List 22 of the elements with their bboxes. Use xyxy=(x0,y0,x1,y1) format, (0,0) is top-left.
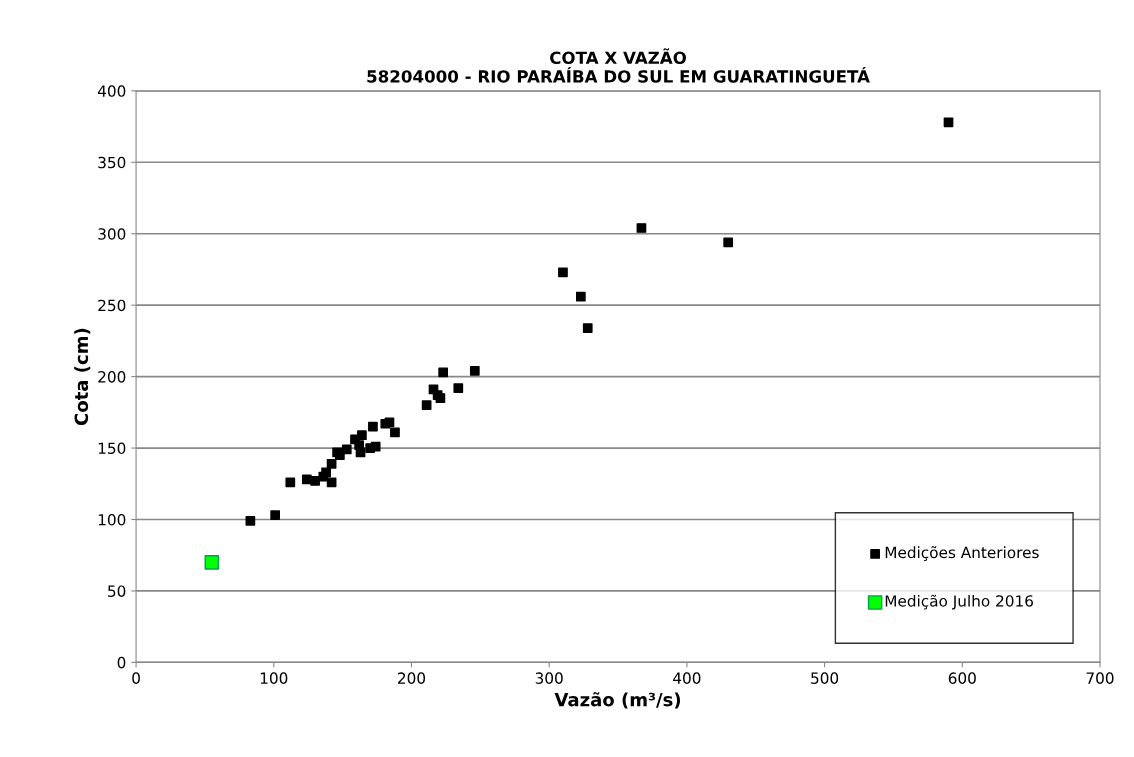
x-tick-label: 400 xyxy=(673,672,701,684)
y-tick-label: 300 xyxy=(98,228,126,240)
y-tick-label: 400 xyxy=(97,85,126,97)
y-tick-label: 250 xyxy=(98,299,126,312)
x-tick-label: 700 xyxy=(1086,672,1114,684)
x-axis-title: Vazão (m³/s) xyxy=(554,692,681,709)
x-tick-label: 600 xyxy=(948,672,976,684)
legend-label: Medições Anteriores xyxy=(885,546,1039,561)
y-tick-label: 100 xyxy=(98,513,126,526)
y-tick-label: 350 xyxy=(98,156,126,169)
legend-label: Medição Julho 2016 xyxy=(885,594,1033,610)
x-tick-label: 200 xyxy=(398,672,426,684)
chart-title: COTA X VAZÃO 58204000 - RIO PARAÍBA DO SUL EM GUARATINGUETÁ xyxy=(367,48,870,83)
x-tick-label: 0 xyxy=(132,672,140,684)
x-tick-label: 300 xyxy=(535,672,563,684)
y-axis-title: Cota (cm) xyxy=(74,328,91,426)
x-tick-label: 100 xyxy=(260,672,288,684)
y-tick-label: 200 xyxy=(98,371,126,383)
y-tick-label: 50 xyxy=(108,585,126,597)
x-tick-label: 500 xyxy=(811,672,839,684)
y-tick-label: 150 xyxy=(98,442,126,455)
y-tick-label: 0 xyxy=(117,656,126,669)
